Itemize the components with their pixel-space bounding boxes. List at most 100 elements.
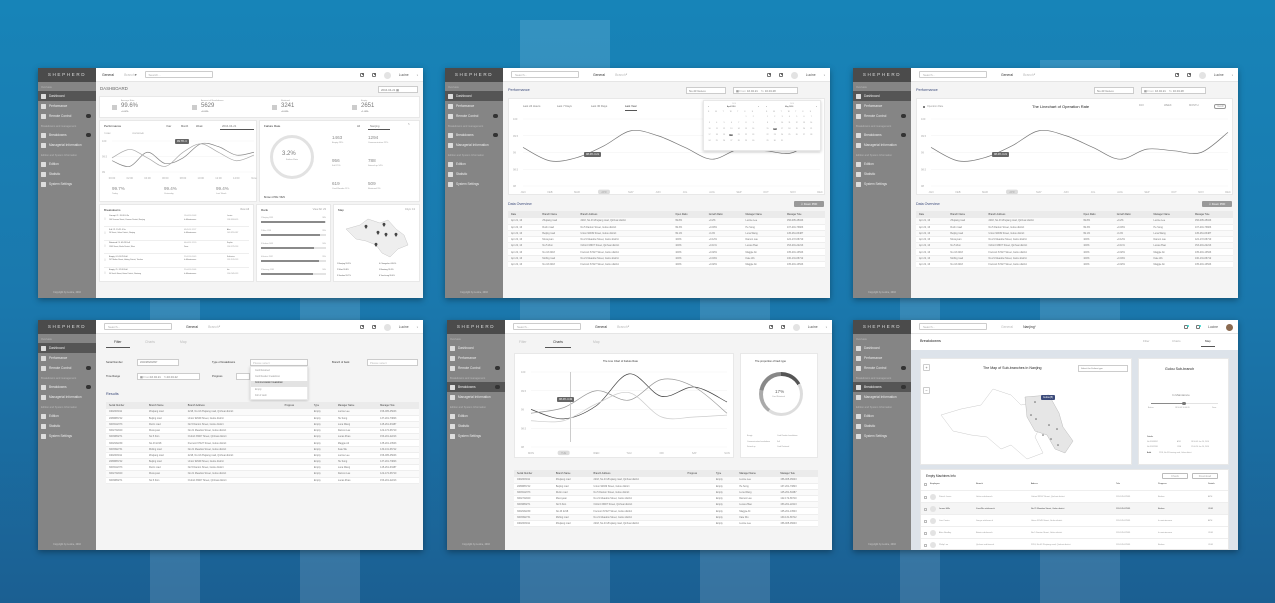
sidebar-item-performance[interactable]: Performance	[38, 101, 96, 111]
sidebar-item-managerial-information[interactable]: Managerial Information	[38, 392, 96, 402]
table-row[interactable]: 0402003011 Zhujiang road 2218, No.43 Zhuji…	[514, 477, 818, 484]
calendar-day[interactable]: 16	[752, 128, 755, 130]
table-row[interactable]: 0402003011 Zhujiang road 2218, No.43 Zhuji…	[106, 409, 419, 416]
sidebar-item-managerial-information[interactable]: Managerial Information	[38, 140, 96, 150]
calendar-day[interactable]: 26	[723, 140, 726, 142]
sidebar-item-edition[interactable]: Edition	[853, 411, 911, 421]
column-header[interactable]: Branch Address	[985, 211, 1081, 218]
sidebar-item-managerial-information[interactable]: Managerial Information	[447, 392, 505, 402]
table-row[interactable]: 3003992731 Mofing road No.21 Meadow Street…	[106, 446, 419, 453]
column-header[interactable]: Details	[1208, 483, 1215, 485]
sidebar-item-breakdowns[interactable]: Breakdowns	[38, 382, 96, 392]
zoom-in-button[interactable]: +	[923, 364, 930, 371]
table-row[interactable]: 2089883742 Beijing road Union 92949 Street…	[514, 483, 818, 490]
calendar-day[interactable]: 25	[715, 140, 718, 142]
column-header[interactable]: Type	[310, 402, 335, 409]
table-row[interactable]: Apr 22, 16 No.5 Zion Oxford 33907 Street, …	[508, 242, 825, 250]
tab-filter[interactable]: Filter	[106, 340, 130, 348]
column-header[interactable]: Growth Ratio	[1113, 211, 1151, 218]
sidebar-item-performance[interactable]: Performance	[853, 353, 911, 363]
sidebar-item-edition[interactable]: Edition	[853, 159, 911, 169]
calendar-day[interactable]: 21	[737, 134, 740, 136]
column-header[interactable]: Manager Name	[334, 402, 378, 409]
tab-charts[interactable]: Charts	[145, 340, 155, 344]
bell-icon[interactable]	[359, 72, 365, 77]
time-range-picker[interactable]: ▦ From16.04.21 To16.04.22	[137, 373, 200, 380]
table-row[interactable]: 3003880271 No.5 Zion Oxford 33907 Street, …	[106, 477, 419, 484]
period-tab[interactable]: Month	[181, 124, 189, 128]
calendar-day[interactable]: 5	[723, 122, 725, 124]
table-row[interactable]: Patrick Lewis Gulou sub-branch Oxford 3390…	[921, 490, 1228, 502]
avatar[interactable]	[1198, 71, 1206, 79]
range-tab[interactable]: Last 7 Days	[557, 104, 572, 108]
period-tab[interactable]: Year	[166, 124, 172, 128]
user-name[interactable]: Lucine	[807, 325, 818, 329]
table-row[interactable]: 0402003011 Zhujiang road 2218, No.43 Zhuji…	[514, 520, 818, 528]
column-header[interactable]: Branch Address	[184, 402, 282, 409]
tab-general[interactable]: General	[1001, 324, 1014, 329]
column-header[interactable]: Manager Tele	[783, 211, 825, 218]
sidebar-item-edition[interactable]: Edition	[447, 411, 505, 421]
calendar-day[interactable]: 14	[737, 128, 740, 130]
user-name[interactable]: Lucine	[398, 325, 409, 329]
search-input[interactable]: Search...	[513, 323, 581, 330]
calendar-day[interactable]: 19	[723, 134, 726, 136]
calendar-day[interactable]: 14	[810, 122, 813, 124]
calendar-day[interactable]: 10	[708, 128, 711, 130]
failure-type-select[interactable]: Select the Failure type	[1078, 365, 1128, 372]
column-header[interactable]: Progress	[684, 470, 713, 477]
branch-select[interactable]: No.43 GuLou	[1094, 87, 1134, 94]
sidebar-item-system-settings[interactable]: System Settings	[853, 431, 911, 441]
column-header[interactable]: Growth Ratio	[705, 211, 743, 218]
table-row[interactable]: Apr 22, 16 No.43 2218 Fremont 67427 Street…	[916, 248, 1233, 256]
branch-select[interactable]: No.43 GuLou	[686, 87, 726, 94]
performance-date-select[interactable]: 2016-04-21	[220, 123, 254, 130]
calendar-day[interactable]: 19	[795, 128, 798, 130]
calendar-day[interactable]: 1	[745, 116, 747, 118]
message-icon[interactable]	[371, 324, 377, 329]
dropdown-option[interactable]: Communication breakdown	[251, 381, 309, 387]
column-header[interactable]: Adress	[1031, 483, 1038, 485]
search-input[interactable]: Search...	[919, 323, 987, 330]
message-icon[interactable]	[371, 72, 377, 77]
range-tab[interactable]: Last 30 Days	[591, 104, 608, 108]
table-row[interactable]: 3003912373 Ruzin road No.5 Danton Street, …	[106, 421, 419, 429]
row-checkbox[interactable]	[924, 543, 927, 547]
sidebar-item-managerial-information[interactable]: Managerial Information	[853, 392, 911, 402]
sidebar-item-managerial-information[interactable]: Managerial Information	[445, 140, 503, 150]
sidebar-item-breakdowns[interactable]: Breakdowns	[445, 130, 503, 140]
table-row[interactable]: Lisa Castro Jianye sub-branch Union 92949 …	[921, 514, 1228, 526]
avatar[interactable]	[1226, 323, 1233, 331]
sidebar-item-remote-control[interactable]: Remote Control	[445, 111, 503, 121]
sidebar-item-breakdowns[interactable]: Breakdowns	[38, 130, 96, 140]
sidebar-item-remote-control[interactable]: Remote Control	[853, 363, 911, 373]
tab-map[interactable]: Map	[180, 340, 187, 344]
column-header[interactable]: Employee	[930, 483, 940, 485]
serial-number-input[interactable]: 2021983202997	[137, 359, 179, 366]
row-checkbox[interactable]	[924, 507, 927, 511]
date-range-picker[interactable]: ▦ From16.04.21 To16.04.28	[1141, 87, 1206, 94]
user-name[interactable]: Lucine	[1213, 73, 1224, 77]
sidebar-item-performance[interactable]: Performance	[853, 101, 911, 111]
calendar-day[interactable]: 22	[766, 134, 769, 136]
bank-select[interactable]: Please select	[367, 359, 418, 366]
calendar-day[interactable]: 29	[745, 140, 747, 142]
column-header[interactable]: Manager Name	[736, 470, 778, 477]
sidebar-item-system-settings[interactable]: System Settings	[445, 179, 503, 189]
table-row[interactable]: Apr 22, 16 Beijing road Union 92949 Street…	[508, 230, 825, 238]
table-row[interactable]: 3003880271 No.5 Zion Oxford 33907 Street, …	[106, 433, 419, 441]
column-header[interactable]: Branch Address	[577, 211, 673, 218]
calendar-day[interactable]: 3	[781, 116, 783, 118]
bell-icon[interactable]	[768, 324, 774, 329]
search-input[interactable]: Search...	[919, 71, 987, 78]
tab-map[interactable]: Map	[593, 340, 600, 344]
table-row[interactable]: 3002932239 No.43 2218 Fremont 67427 Street…	[106, 439, 419, 447]
sidebar-item-statistic[interactable]: Statistic	[447, 421, 505, 431]
dropdown-option[interactable]: Full of cash	[255, 394, 267, 397]
calendar-day[interactable]: 26	[795, 134, 798, 136]
search-input[interactable]: Search...	[144, 71, 213, 78]
table-row[interactable]: 2089883742 Beijing road Union 92949 Street…	[106, 415, 419, 422]
tab-branch[interactable]: Branch	[615, 72, 626, 77]
table-row[interactable]: Apr 21, 16 Zhujiang road 2218, No.43 Zhuji…	[916, 218, 1233, 225]
column-header[interactable]: Manager Name	[1150, 211, 1192, 218]
